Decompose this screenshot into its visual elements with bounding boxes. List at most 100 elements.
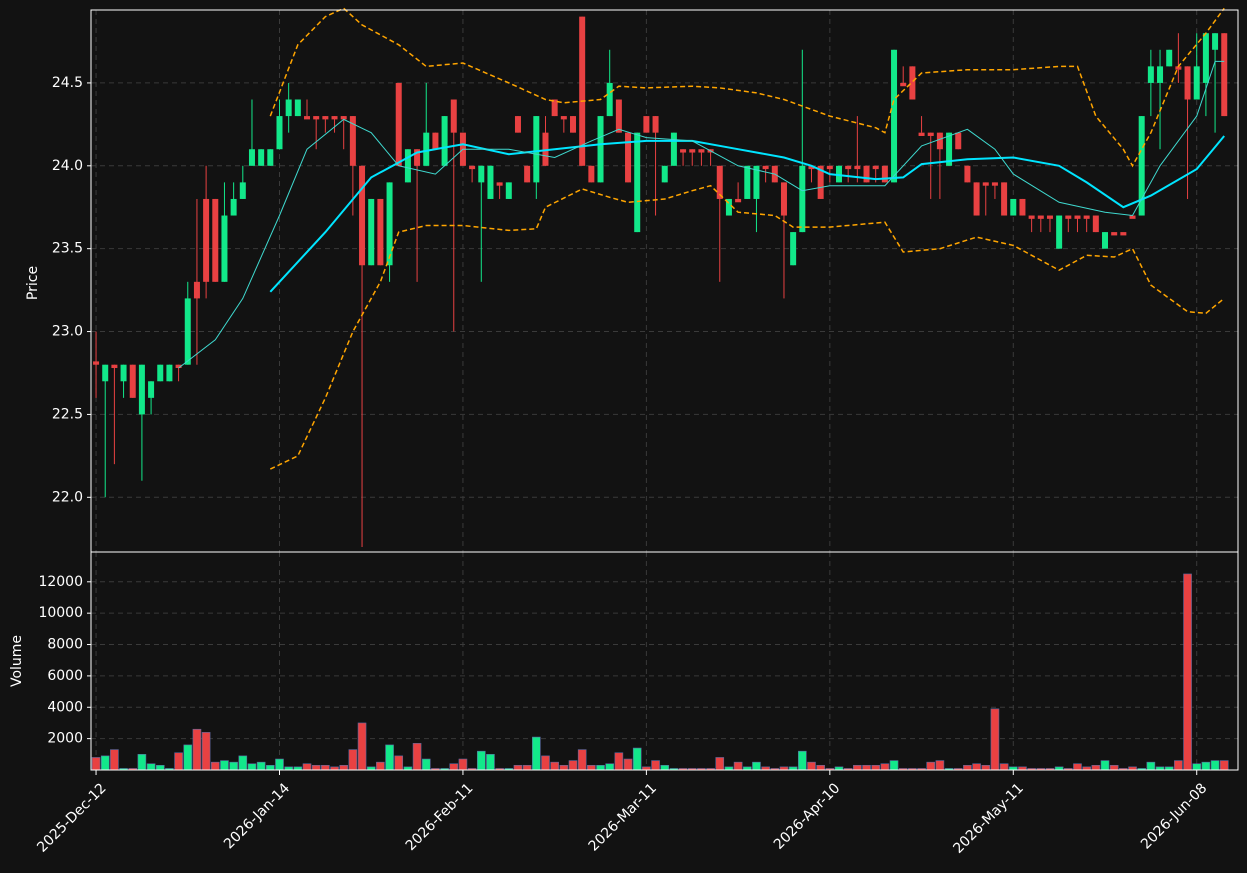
volume-bar xyxy=(238,755,248,771)
plot-frame xyxy=(90,9,1239,553)
candle-body xyxy=(991,182,998,186)
y-tick-label: 24.0 xyxy=(52,158,83,174)
volume-bar xyxy=(889,760,899,771)
candle-body xyxy=(349,116,356,166)
candle-body xyxy=(560,116,567,120)
volume-bar xyxy=(522,764,532,771)
volume-bar xyxy=(550,761,559,771)
candle-body xyxy=(808,165,815,170)
candle-body xyxy=(193,281,200,299)
candle-body xyxy=(790,232,797,266)
candle-body xyxy=(111,364,118,369)
candle-body xyxy=(845,165,852,170)
candle-body xyxy=(1092,215,1099,233)
candle-body xyxy=(1028,215,1035,219)
volume-bar xyxy=(302,763,312,771)
volume-bar xyxy=(1174,760,1183,771)
candle-body xyxy=(423,132,430,166)
candle-body xyxy=(570,116,577,133)
y-tick-label: 22.0 xyxy=(52,489,83,505)
volume-bar xyxy=(247,763,257,771)
volume-bar xyxy=(266,764,275,771)
volume-bar xyxy=(871,764,880,771)
volume-bar xyxy=(275,758,284,771)
candle-body xyxy=(891,49,898,183)
candle-body xyxy=(1175,66,1182,70)
candle-body xyxy=(597,116,604,183)
candle-body xyxy=(551,99,558,117)
candle-body xyxy=(918,132,925,136)
volume-bar xyxy=(1073,763,1082,771)
candle-body xyxy=(505,182,512,199)
candle-body xyxy=(872,165,879,170)
x-tick-label: 2026-Feb-11 xyxy=(403,780,477,854)
candle-body xyxy=(469,165,476,170)
x-tick-label: 2026-Jan-14 xyxy=(221,780,293,852)
candle-body xyxy=(230,198,237,216)
candle-body xyxy=(148,381,155,398)
candle-body xyxy=(120,364,127,382)
volume-bar xyxy=(1210,760,1220,771)
volume-bar xyxy=(853,764,862,771)
candle-body xyxy=(1056,215,1063,249)
volume-bar xyxy=(532,736,541,771)
candle-body xyxy=(1102,232,1109,249)
volume-bar xyxy=(587,764,596,771)
candle-body xyxy=(248,149,255,166)
volume-bar xyxy=(972,763,981,771)
candle-body xyxy=(304,116,311,120)
candle-body xyxy=(652,116,659,133)
volume-bar xyxy=(311,764,321,771)
volume-bar xyxy=(229,761,238,771)
candle-body xyxy=(854,165,861,170)
volume-bar xyxy=(632,747,642,771)
candle-body xyxy=(175,364,182,369)
candle-body xyxy=(102,364,109,382)
volume-bar xyxy=(1201,761,1211,771)
volume-bar xyxy=(449,763,459,771)
candle-body xyxy=(313,116,320,120)
volume-bar xyxy=(862,764,871,771)
volume-bar xyxy=(596,764,605,771)
candle-body xyxy=(680,149,687,153)
candle-body xyxy=(1212,33,1219,50)
volume-bar xyxy=(935,760,945,771)
y-tick-label: 12000 xyxy=(38,574,83,590)
volume-bar xyxy=(100,755,110,771)
y-tick-label: 2000 xyxy=(47,731,83,747)
volume-bar xyxy=(880,763,890,771)
candle-body xyxy=(1157,66,1164,83)
volume-bar xyxy=(816,764,825,771)
candle-body xyxy=(1129,215,1136,219)
volume-bar xyxy=(421,758,431,771)
volume-bar xyxy=(201,732,211,771)
volume-bar xyxy=(559,764,569,771)
volume-bar xyxy=(146,763,156,771)
volume-bar xyxy=(385,744,394,771)
volume-bar xyxy=(1109,764,1119,771)
volume-bar xyxy=(321,764,330,771)
candle-body xyxy=(615,99,622,133)
candle-body xyxy=(1083,215,1090,219)
candle-body xyxy=(1074,215,1081,219)
volume-bar xyxy=(210,761,220,771)
candle-body xyxy=(1120,232,1127,236)
volume-bar xyxy=(256,761,266,771)
y-tick-label: 23.5 xyxy=(52,241,83,257)
candle-body xyxy=(725,198,732,216)
candle-body xyxy=(386,182,393,266)
candle-body xyxy=(955,132,962,150)
candle-body xyxy=(487,165,494,199)
candle-body xyxy=(239,182,246,199)
candle-body xyxy=(606,82,613,117)
x-tick-label: 2026-Jun-08 xyxy=(1138,780,1210,852)
volume-bar xyxy=(183,744,193,771)
candle-body xyxy=(1138,116,1145,216)
y-tick-label: 10000 xyxy=(38,605,83,621)
candle-body xyxy=(1046,215,1053,219)
volume-bar xyxy=(1219,760,1229,771)
candle-body xyxy=(881,165,888,183)
y-tick-label: 4000 xyxy=(47,699,83,715)
candle-body xyxy=(936,132,943,150)
